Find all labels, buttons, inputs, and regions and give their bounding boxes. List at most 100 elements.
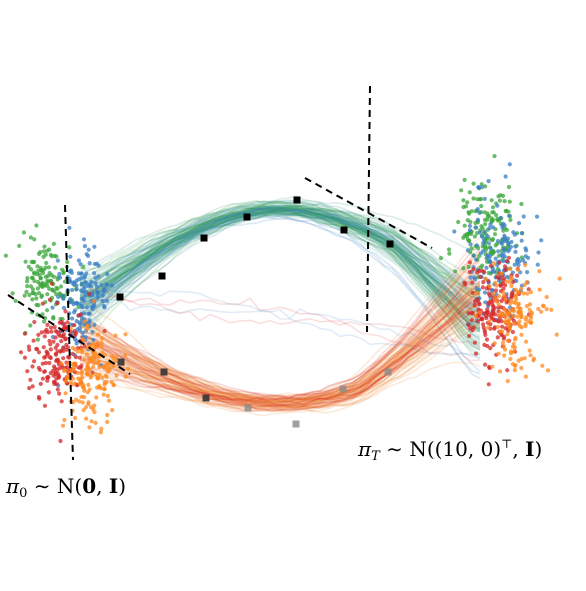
sample-point <box>79 296 84 301</box>
sample-point <box>492 341 497 346</box>
sample-point <box>91 299 96 304</box>
sample-point <box>87 425 92 430</box>
sample-point <box>523 246 528 251</box>
sample-point <box>506 184 512 190</box>
sample-point <box>43 265 48 270</box>
lower-trajectory <box>79 304 481 414</box>
upper-trajectory <box>79 206 481 314</box>
sample-point <box>482 290 487 295</box>
sample-point <box>495 203 500 208</box>
sample-point <box>95 385 100 390</box>
sample-point <box>477 310 482 315</box>
stray-trajectory <box>89 287 481 348</box>
sample-point <box>91 337 96 342</box>
sample-point <box>103 373 108 378</box>
sample-point <box>85 360 91 365</box>
sample-point <box>3 253 8 258</box>
sample-point <box>483 184 488 189</box>
sample-point <box>61 296 66 301</box>
lower-trajectory <box>79 283 481 406</box>
sample-point <box>447 251 452 256</box>
sample-point <box>527 348 532 353</box>
sample-point <box>471 253 476 258</box>
upper-trajectory <box>79 209 481 326</box>
sample-point <box>488 222 493 227</box>
marker-layer <box>116 196 394 428</box>
upper-trajectory <box>79 204 481 309</box>
upper-trajectory <box>79 206 481 317</box>
sample-point <box>10 291 15 296</box>
upper-trajectory <box>79 209 481 322</box>
sample-point <box>462 177 467 182</box>
sample-point <box>34 296 39 301</box>
upper-trajectory <box>79 201 481 296</box>
pi-symbol: π <box>6 474 20 498</box>
sample-point <box>62 417 67 423</box>
lower-trajectory <box>79 302 481 409</box>
sample-point <box>39 294 44 299</box>
sample-point <box>467 260 472 265</box>
sample-point <box>102 328 107 334</box>
sample-point <box>487 364 492 370</box>
upper-trajectory <box>79 201 481 299</box>
sample-point <box>105 361 110 366</box>
sample-point <box>510 279 516 285</box>
sample-point <box>506 255 512 260</box>
sample-point <box>488 346 493 351</box>
sample-point <box>28 284 34 289</box>
sample-point <box>496 294 501 299</box>
sample-point <box>52 364 57 369</box>
sample-point <box>507 162 512 167</box>
lower-trajectory <box>79 301 481 413</box>
sample-point <box>491 205 496 210</box>
upper-trajectory <box>79 213 481 332</box>
sample-point <box>490 237 496 242</box>
sample-point <box>45 350 50 356</box>
sample-point <box>468 242 473 247</box>
sample-point <box>42 334 47 339</box>
upper-waypoint-marker <box>386 240 394 248</box>
sample-point <box>94 344 99 350</box>
identity-matrix: I <box>108 474 119 498</box>
sample-point <box>57 333 62 338</box>
sample-point <box>23 259 28 264</box>
lower-trajectory <box>79 290 481 407</box>
lower-trajectory <box>79 303 481 413</box>
sample-point <box>36 332 41 337</box>
sample-point <box>30 364 35 369</box>
start-blue-point-cloud <box>50 225 114 388</box>
sample-point <box>486 300 491 305</box>
sample-point <box>495 238 501 244</box>
sample-point <box>477 302 482 307</box>
sample-point <box>44 260 49 266</box>
sample-point <box>83 405 88 410</box>
sample-point <box>513 249 518 254</box>
sample-point <box>54 358 59 364</box>
lower-waypoint-marker <box>292 420 300 428</box>
sample-point <box>36 365 41 370</box>
sample-point <box>487 284 492 289</box>
sample-point <box>113 333 118 338</box>
sample-point <box>18 350 24 355</box>
sample-point <box>109 354 115 359</box>
sample-point <box>500 281 505 286</box>
sample-point <box>22 293 27 298</box>
sample-point <box>87 282 92 287</box>
sample-point <box>483 300 488 305</box>
sample-point <box>512 368 518 373</box>
sample-point <box>100 375 105 380</box>
lower-trajectory <box>79 283 481 401</box>
sample-point <box>41 254 46 259</box>
upper-trajectory <box>79 207 481 310</box>
sample-point <box>505 338 510 343</box>
lower-trajectory <box>79 292 481 409</box>
sample-point <box>446 247 452 252</box>
sample-point <box>453 269 458 274</box>
lower-trajectory <box>79 275 481 401</box>
sample-point <box>501 246 506 251</box>
upper-trajectory <box>79 216 481 373</box>
lower-trajectory <box>79 237 481 400</box>
lower-waypoint-marker <box>244 404 252 412</box>
sample-point <box>470 290 475 295</box>
sample-point <box>483 332 488 338</box>
